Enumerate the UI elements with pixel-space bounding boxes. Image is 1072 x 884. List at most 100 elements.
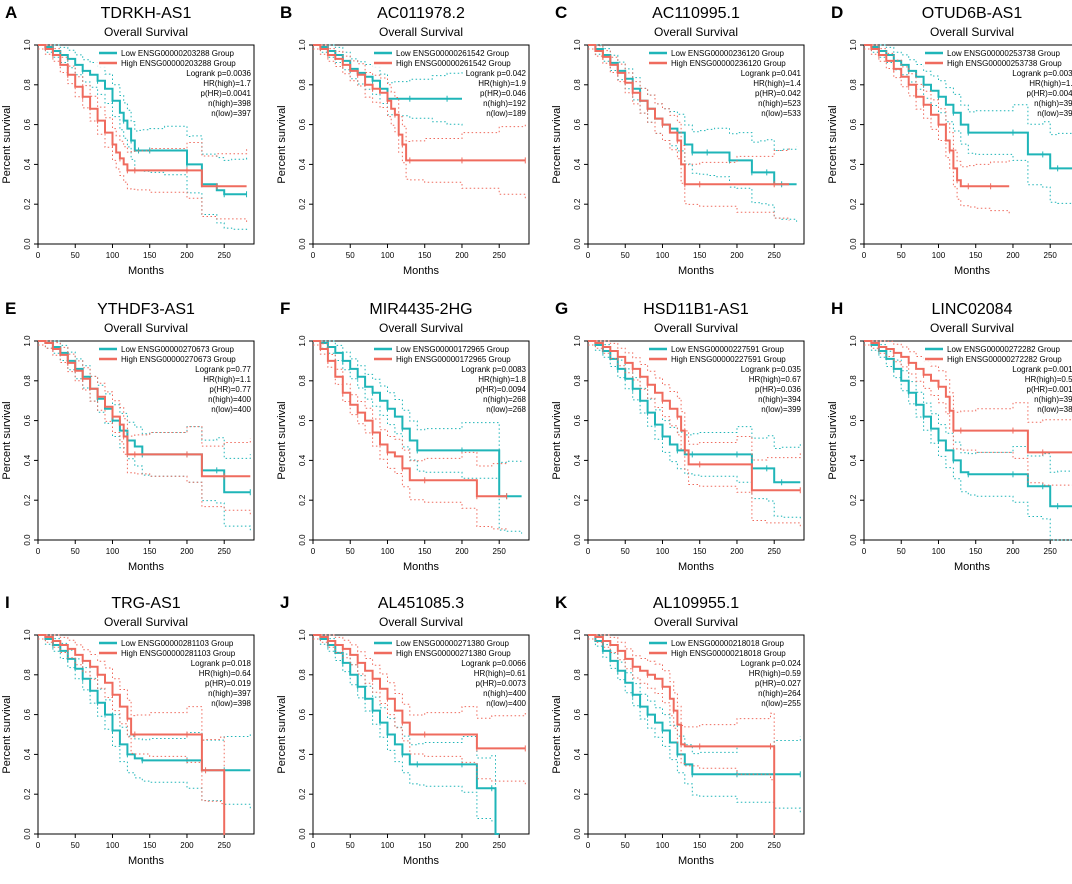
y-tick-label: 0.6 bbox=[298, 708, 307, 720]
y-tick-label: 0.4 bbox=[23, 454, 32, 466]
y-tick-label: 1.0 bbox=[849, 39, 858, 51]
plot-subtitle: Overall Survival bbox=[379, 25, 463, 39]
x-tick-label: 0 bbox=[586, 547, 591, 556]
survival-panel-g: G HSD11B1-AS1 Overall Survival 0 50 100 150 200… bbox=[550, 296, 818, 590]
panel-letter: H bbox=[831, 299, 843, 318]
plot-frame bbox=[863, 340, 1072, 541]
stat-line: HR(high)=0.61 bbox=[474, 669, 527, 678]
legend-label-high: High ENSG00000253738 Group bbox=[947, 59, 1062, 68]
plot-subtitle: Overall Survival bbox=[104, 615, 188, 629]
panel-letter: G bbox=[555, 299, 568, 318]
plot-subtitle: Overall Survival bbox=[654, 321, 738, 335]
plot-subtitle: Overall Survival bbox=[104, 321, 188, 335]
panel-letter: A bbox=[5, 3, 17, 22]
x-tick-label: 250 bbox=[493, 547, 507, 556]
km-plot-svg: A TDRKH-AS1 Overall Survival 0 50 100 150 200 25… bbox=[1, 3, 255, 277]
ci-lower-high bbox=[864, 48, 1010, 214]
plot-subtitle: Overall Survival bbox=[379, 615, 463, 629]
y-tick-label: 0.6 bbox=[23, 708, 32, 720]
stat-line: n(high)=400 bbox=[208, 395, 251, 404]
x-tick-label: 150 bbox=[969, 547, 983, 556]
y-tick-label: 0.0 bbox=[23, 828, 32, 840]
survival-curve-high bbox=[313, 44, 526, 162]
legend-label-high: High ENSG00000227591 Group bbox=[671, 355, 786, 364]
stat-line: n(high)=400 bbox=[483, 689, 526, 698]
survival-panel-a: A TDRKH-AS1 Overall Survival 0 50 100 150 200 25… bbox=[0, 0, 268, 294]
x-tick-label: 100 bbox=[106, 841, 120, 850]
stat-line: Logrank p=0.0066 bbox=[461, 659, 526, 668]
x-tick-label: 150 bbox=[143, 251, 157, 260]
survival-curve-high bbox=[588, 340, 801, 492]
legend-label-low: Low ENSG00000272282 Group bbox=[947, 345, 1061, 354]
stat-line: n(low)=268 bbox=[486, 405, 526, 414]
survival-panel-d: D OTUD6B-AS1 Overall Survival 0 50 100 150 200 2… bbox=[826, 0, 1072, 294]
y-tick-label: 0.0 bbox=[298, 238, 307, 250]
legend-label-high: High ENSG00000236120 Group bbox=[671, 59, 786, 68]
legend-box bbox=[922, 47, 1072, 69]
y-tick-label: 0.2 bbox=[23, 788, 32, 800]
gene-title: MIR4435-2HG bbox=[369, 301, 472, 318]
legend-box bbox=[646, 343, 802, 365]
legend-box bbox=[371, 343, 527, 365]
legend-label-high: High ENSG00000218018 Group bbox=[671, 649, 786, 658]
x-tick-label: 100 bbox=[656, 547, 670, 556]
y-tick-label: 0.8 bbox=[23, 79, 32, 91]
legend-label-low: Low ENSG00000281103 Group bbox=[121, 639, 234, 648]
x-tick-label: 0 bbox=[862, 251, 867, 260]
survival-panel-f: F MIR4435-2HG Overall Survival 0 50 100 150 200… bbox=[275, 296, 543, 590]
x-axis-label: Months bbox=[678, 855, 715, 867]
stat-line: Logrank p=0.0038 bbox=[1012, 69, 1072, 78]
legend-box bbox=[646, 47, 802, 69]
y-tick-label: 0.6 bbox=[573, 118, 582, 130]
ci-lower-high bbox=[313, 638, 526, 787]
stat-line: Logrank p=0.042 bbox=[466, 69, 527, 78]
ci-upper-low bbox=[313, 634, 500, 835]
stat-line: n(low)=400 bbox=[211, 405, 251, 414]
x-tick-label: 150 bbox=[693, 841, 707, 850]
plot-subtitle: Overall Survival bbox=[654, 615, 738, 629]
stat-line: HR(high)=0.59 bbox=[749, 669, 802, 678]
x-tick-label: 150 bbox=[418, 547, 432, 556]
y-tick-label: 0.4 bbox=[298, 158, 307, 170]
ci-upper-high bbox=[313, 340, 508, 467]
ci-lower-high bbox=[38, 638, 225, 835]
y-tick-label: 0.2 bbox=[23, 198, 32, 210]
legend-label-high: High ENSG00000203288 Group bbox=[121, 59, 236, 68]
x-tick-label: 100 bbox=[106, 547, 120, 556]
x-tick-label: 50 bbox=[621, 547, 630, 556]
y-tick-label: 0.2 bbox=[849, 198, 858, 210]
x-tick-label: 50 bbox=[621, 251, 630, 260]
y-axis-label: Percent survival bbox=[551, 105, 563, 183]
y-tick-label: 0.2 bbox=[298, 198, 307, 210]
stat-line: Logrank p=0.035 bbox=[741, 365, 802, 374]
legend-label-high: High ENSG00000270673 Group bbox=[121, 355, 236, 364]
ci-lower-high bbox=[38, 344, 251, 515]
x-tick-label: 250 bbox=[218, 841, 232, 850]
x-axis-label: Months bbox=[954, 561, 991, 573]
ci-lower-low bbox=[38, 48, 248, 232]
stat-line: p(HR)=0.027 bbox=[755, 679, 802, 688]
x-tick-label: 250 bbox=[1044, 251, 1058, 260]
panel-letter: J bbox=[280, 593, 289, 612]
x-axis-label: Months bbox=[403, 265, 440, 277]
x-tick-label: 100 bbox=[106, 251, 120, 260]
x-tick-label: 50 bbox=[71, 251, 80, 260]
ci-upper-high bbox=[588, 44, 790, 166]
y-tick-label: 0.4 bbox=[573, 158, 582, 170]
x-tick-label: 150 bbox=[418, 841, 432, 850]
panel-letter: C bbox=[555, 3, 567, 22]
km-plot-svg: B AC011978.2 Overall Survival 0 50 100 150 200 2… bbox=[276, 3, 530, 277]
plot-frame bbox=[37, 340, 255, 541]
y-tick-label: 0.4 bbox=[573, 454, 582, 466]
x-tick-label: 200 bbox=[1006, 547, 1020, 556]
stat-line: Logrank p=0.0017 bbox=[1012, 365, 1072, 374]
x-tick-label: 200 bbox=[730, 841, 744, 850]
legend-label-high: High ENSG00000172965 Group bbox=[396, 355, 511, 364]
gene-title: LINC02084 bbox=[932, 301, 1013, 318]
legend-label-low: Low ENSG00000236120 Group bbox=[671, 49, 785, 58]
ci-lower-high bbox=[588, 344, 801, 529]
ci-upper-low bbox=[864, 340, 1072, 473]
stat-line: p(HR)=0.019 bbox=[205, 679, 252, 688]
survival-curve-high bbox=[588, 634, 776, 835]
